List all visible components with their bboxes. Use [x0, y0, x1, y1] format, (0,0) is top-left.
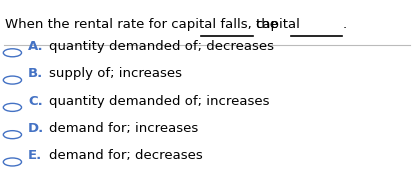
Text: C.: C. — [28, 95, 43, 108]
Text: D.: D. — [28, 122, 44, 135]
Text: supply of; increases: supply of; increases — [49, 67, 181, 80]
Text: capital: capital — [255, 18, 299, 31]
Text: .: . — [342, 18, 346, 31]
Text: E.: E. — [28, 149, 42, 162]
Text: When the rental rate for capital falls, the: When the rental rate for capital falls, … — [5, 18, 277, 31]
Text: quantity demanded of; increases: quantity demanded of; increases — [49, 95, 269, 108]
Text: quantity demanded of; decreases: quantity demanded of; decreases — [49, 40, 273, 53]
Text: demand for; increases: demand for; increases — [49, 122, 198, 135]
Text: A.: A. — [28, 40, 44, 53]
Text: B.: B. — [28, 67, 43, 80]
Text: demand for; decreases: demand for; decreases — [49, 149, 202, 162]
